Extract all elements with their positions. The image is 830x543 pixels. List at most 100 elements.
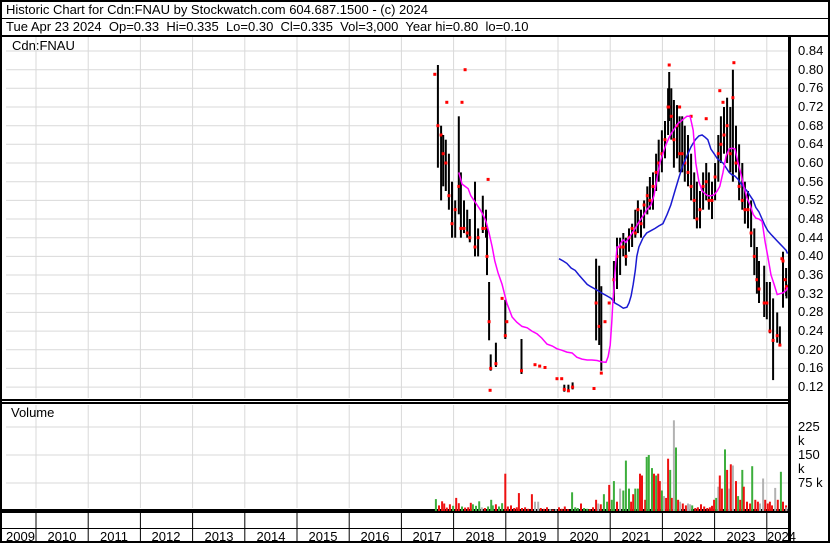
volume-bar — [779, 471, 782, 511]
symbol-label: Cdn:FNAU — [12, 38, 75, 53]
price-range-bar — [750, 200, 753, 248]
volume-bar — [461, 506, 463, 511]
price-axis-label: 0.80 — [798, 62, 824, 77]
close-dot — [781, 259, 785, 263]
volume-bar — [691, 505, 694, 511]
price-range-bar — [444, 139, 447, 191]
price-range-bar — [768, 282, 771, 334]
volume-bar — [739, 499, 742, 511]
price-range-bar — [738, 144, 741, 201]
trade-dot — [603, 320, 607, 324]
price-axis-label: 0.20 — [798, 342, 824, 357]
volume-bar — [706, 508, 709, 511]
year-axis-label: 2018 — [465, 529, 495, 543]
price-range-bar — [468, 219, 471, 243]
ma-fast-magenta-line — [458, 115, 789, 364]
trade-dot — [721, 100, 725, 104]
close-dot — [636, 208, 640, 212]
volume-bar — [764, 499, 767, 511]
price-range-bar — [486, 228, 488, 276]
volume-bar — [498, 506, 500, 511]
close-dot — [476, 236, 480, 240]
volume-bar — [592, 507, 594, 511]
volume-bar — [464, 507, 467, 511]
price-range-bar — [494, 342, 497, 367]
volume-bar — [665, 497, 668, 511]
volume-bar — [612, 481, 615, 511]
volume-bar — [762, 478, 765, 511]
close-dot — [648, 198, 652, 202]
price-range-bar — [488, 282, 491, 341]
trade-dot — [505, 320, 509, 324]
price-range-bar — [758, 261, 760, 303]
close-dot — [692, 198, 696, 202]
volume-bar — [653, 473, 655, 511]
volume-bar — [491, 505, 494, 511]
volume-bar — [521, 508, 523, 511]
volume-bar — [711, 505, 713, 511]
year-axis-label: 2011 — [100, 529, 128, 543]
year-axis-label: 2012 — [151, 529, 181, 543]
volume-bar — [703, 506, 706, 511]
price-range-bar — [785, 268, 788, 296]
trade-dot — [689, 114, 693, 118]
price-range-bar — [714, 163, 717, 201]
volume-bar — [715, 497, 718, 511]
volume-bar — [630, 501, 633, 511]
close-dot — [672, 138, 676, 142]
close-dot — [562, 387, 566, 391]
price-range-bar — [504, 299, 507, 339]
close-dot — [481, 226, 485, 230]
volume-bar — [754, 499, 757, 511]
price-range-bar — [459, 172, 462, 238]
close-dot — [710, 198, 714, 202]
price-axis-label: 0.24 — [798, 323, 824, 338]
volume-bar — [506, 506, 509, 511]
volume-bar — [657, 473, 660, 511]
trade-dot — [533, 363, 537, 367]
ma-slow-blue-line — [558, 134, 789, 310]
close-dot — [633, 231, 637, 235]
price-range-bar — [729, 107, 732, 173]
price-range-bar — [652, 172, 654, 210]
trade-dot — [463, 68, 467, 72]
volume-bar — [551, 509, 554, 511]
close-dot — [695, 217, 699, 221]
close-dot — [468, 236, 472, 240]
volume-bar — [530, 494, 533, 511]
trade-dot — [486, 177, 490, 181]
price-range-bar — [683, 125, 686, 182]
volume-bar — [527, 508, 530, 511]
price-range-bar — [668, 72, 671, 121]
volume-bar — [580, 503, 582, 511]
price-range-bar — [657, 139, 660, 182]
close-dot — [599, 371, 603, 375]
close-dot — [657, 161, 661, 165]
close-dot — [439, 133, 443, 137]
close-dot — [566, 389, 570, 393]
year-axis-label: 2024 — [767, 529, 796, 543]
close-dot — [725, 124, 729, 128]
price-range-bar — [778, 326, 781, 346]
close-dot — [680, 152, 684, 156]
volume-bar — [675, 447, 677, 511]
tick-strip-border — [2, 528, 791, 529]
year-axis-label: 2020 — [569, 529, 599, 543]
volume-bar — [735, 481, 737, 511]
price-range-bar — [667, 88, 670, 135]
close-dot — [597, 324, 601, 328]
close-dot — [785, 285, 788, 289]
price-range-bar — [670, 88, 673, 140]
volume-bar — [776, 499, 779, 511]
volume-bar — [608, 484, 611, 511]
volume-bar — [726, 469, 729, 511]
price-axis-label: 0.52 — [798, 192, 824, 207]
volume-bar — [708, 507, 711, 511]
volume-bar — [737, 496, 740, 511]
close-dot — [571, 385, 575, 389]
close-dot — [683, 161, 687, 165]
trade-dot — [783, 278, 787, 282]
volume-axis-label: 75 k — [798, 475, 823, 490]
close-dot — [663, 138, 667, 142]
volume-bar — [534, 501, 536, 511]
